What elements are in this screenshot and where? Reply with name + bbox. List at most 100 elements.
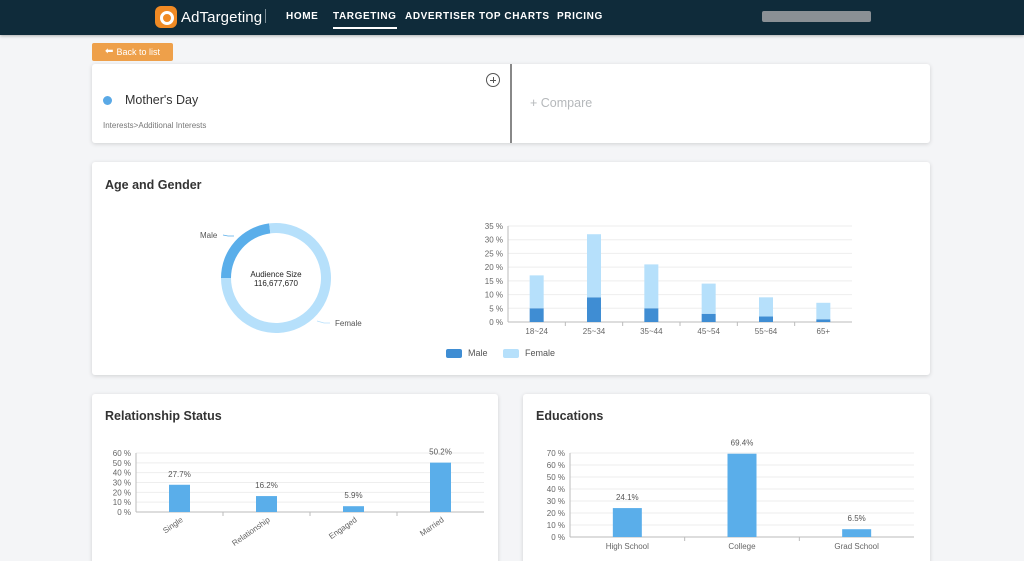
legend-male-label: Male <box>468 348 488 358</box>
x-tick-label: Relationship <box>230 515 272 548</box>
x-tick-label: Engaged <box>327 515 358 541</box>
y-tick-label: 30 % <box>547 497 565 506</box>
y-tick-label: 10 % <box>547 521 565 530</box>
legend-female[interactable]: Female <box>503 348 555 358</box>
bar-male-5[interactable] <box>816 319 831 322</box>
compare-divider <box>510 64 512 143</box>
y-tick-label: 25 % <box>485 249 503 258</box>
back-to-list-button[interactable]: ⬅ Back to list <box>92 43 173 61</box>
data-label: 27.7% <box>168 470 191 479</box>
y-tick-label: 20 % <box>547 509 565 518</box>
x-tick-label: Grad School <box>834 542 879 551</box>
age-gender-title: Age and Gender <box>105 178 202 192</box>
legend-male[interactable]: Male <box>446 348 488 358</box>
legend-male-swatch <box>446 348 462 358</box>
x-tick-label: 65+ <box>817 327 831 336</box>
y-tick-label: 0 % <box>551 533 565 542</box>
y-tick-label: 5 % <box>489 304 503 313</box>
y-tick-label: 20 % <box>485 263 503 272</box>
x-tick-label: Married <box>418 515 445 538</box>
data-label: 16.2% <box>255 481 278 490</box>
back-button-label: Back to list <box>116 47 160 57</box>
nav-top-charts[interactable]: TOP CHARTS <box>479 11 550 22</box>
x-tick-label: 18~24 <box>525 327 548 336</box>
bar-female-5[interactable] <box>816 302 831 320</box>
bar-1[interactable] <box>727 453 757 537</box>
bar-female-2[interactable] <box>644 264 659 309</box>
educations-bar-chart: 0 % 10 % 20 % 30 % 40 % 50 % 60 % 70 % 24.1% High… <box>547 439 914 551</box>
relationship-bar-chart: 0 %10 %20 %30 %40 %50 %60 % 27.7% Single 16… <box>113 448 484 548</box>
y-tick-label: 30 % <box>485 236 503 245</box>
legend-female-swatch <box>503 348 519 358</box>
y-tick-label: 30 % <box>113 479 131 488</box>
nav-home[interactable]: HOME <box>286 11 319 22</box>
logo-text: AdTargeting <box>181 8 263 26</box>
donut-female-label: Female <box>335 319 362 328</box>
logo-icon <box>155 6 177 28</box>
y-tick-label: 10 % <box>113 498 131 507</box>
x-tick-label: 45~54 <box>697 327 720 336</box>
age-bar-chart: 0 % 5 % 10 % 15 % 20 % 25 % 30 % 35 % 18~24 25~34… <box>485 222 852 336</box>
relationship-title: Relationship Status <box>105 409 222 423</box>
topic-breadcrumb: Interests>Additional Interests <box>103 121 207 130</box>
donut-center-value: 116,677,670 <box>254 279 298 288</box>
nav-divider <box>265 9 266 23</box>
bar-male-2[interactable] <box>644 308 659 322</box>
y-tick-label: 60 % <box>547 461 565 470</box>
x-tick-label: Single <box>161 515 185 535</box>
bar-female-4[interactable] <box>759 297 773 317</box>
y-tick-label: 0 % <box>117 508 131 517</box>
bar-3[interactable] <box>430 462 451 512</box>
y-tick-label: 40 % <box>113 469 131 478</box>
back-arrow-icon: ⬅ <box>105 46 114 57</box>
bar-0[interactable] <box>169 484 190 512</box>
x-tick-label: College <box>728 542 756 551</box>
bar-1[interactable] <box>256 496 277 512</box>
donut-male-leader <box>222 234 234 237</box>
nav-advertiser[interactable]: ADVERTISER <box>405 11 476 22</box>
bar-2[interactable] <box>343 506 364 512</box>
y-tick-label: 0 % <box>489 318 503 327</box>
bar-male-0[interactable] <box>529 308 544 322</box>
donut-female-leader <box>316 320 330 324</box>
add-circle-icon[interactable] <box>486 73 500 87</box>
y-tick-label: 20 % <box>113 488 131 497</box>
bar-female-1[interactable] <box>587 234 601 298</box>
top-navbar: AdTargeting HOME TARGETING ADVERTISER TO… <box>0 0 1024 35</box>
legend-female-label: Female <box>525 348 556 358</box>
nav-targeting[interactable]: TARGETING <box>333 11 397 29</box>
data-label: 69.4% <box>731 439 754 448</box>
x-tick-label: 55~64 <box>755 327 778 336</box>
bar-male-3[interactable] <box>701 313 716 322</box>
y-tick-label: 15 % <box>485 277 503 286</box>
data-label: 6.5% <box>848 514 866 523</box>
y-tick-label: 50 % <box>113 459 131 468</box>
y-tick-label: 35 % <box>485 222 503 231</box>
y-tick-label: 60 % <box>113 449 131 458</box>
search-input[interactable] <box>762 11 871 22</box>
y-tick-label: 50 % <box>547 473 565 482</box>
nav-pricing[interactable]: PRICING <box>557 11 603 22</box>
age-gender-donut-chart: Male Female Audience Size 116,677,670 <box>200 223 362 333</box>
x-tick-label: 25~34 <box>583 327 606 336</box>
data-label: 5.9% <box>344 491 362 500</box>
compare-button[interactable]: + Compare <box>530 96 593 110</box>
donut-center-label: Audience Size <box>250 270 302 279</box>
bar-2[interactable] <box>842 529 872 537</box>
x-tick-label: High School <box>606 542 649 551</box>
educations-title: Educations <box>536 409 604 423</box>
bar-female-0[interactable] <box>529 275 544 309</box>
y-tick-label: 10 % <box>485 291 503 300</box>
donut-slice-male[interactable] <box>221 223 271 278</box>
topic-color-dot <box>103 96 112 105</box>
topic-name: Mother's Day <box>125 93 199 107</box>
data-label: 50.2% <box>429 448 452 457</box>
donut-male-label: Male <box>200 231 218 240</box>
bar-female-3[interactable] <box>701 283 716 314</box>
bar-0[interactable] <box>612 508 642 537</box>
y-tick-label: 40 % <box>547 485 565 494</box>
bar-male-1[interactable] <box>587 297 601 322</box>
data-label: 24.1% <box>616 493 639 502</box>
bar-male-4[interactable] <box>759 316 773 322</box>
logo[interactable]: AdTargeting <box>155 6 262 28</box>
